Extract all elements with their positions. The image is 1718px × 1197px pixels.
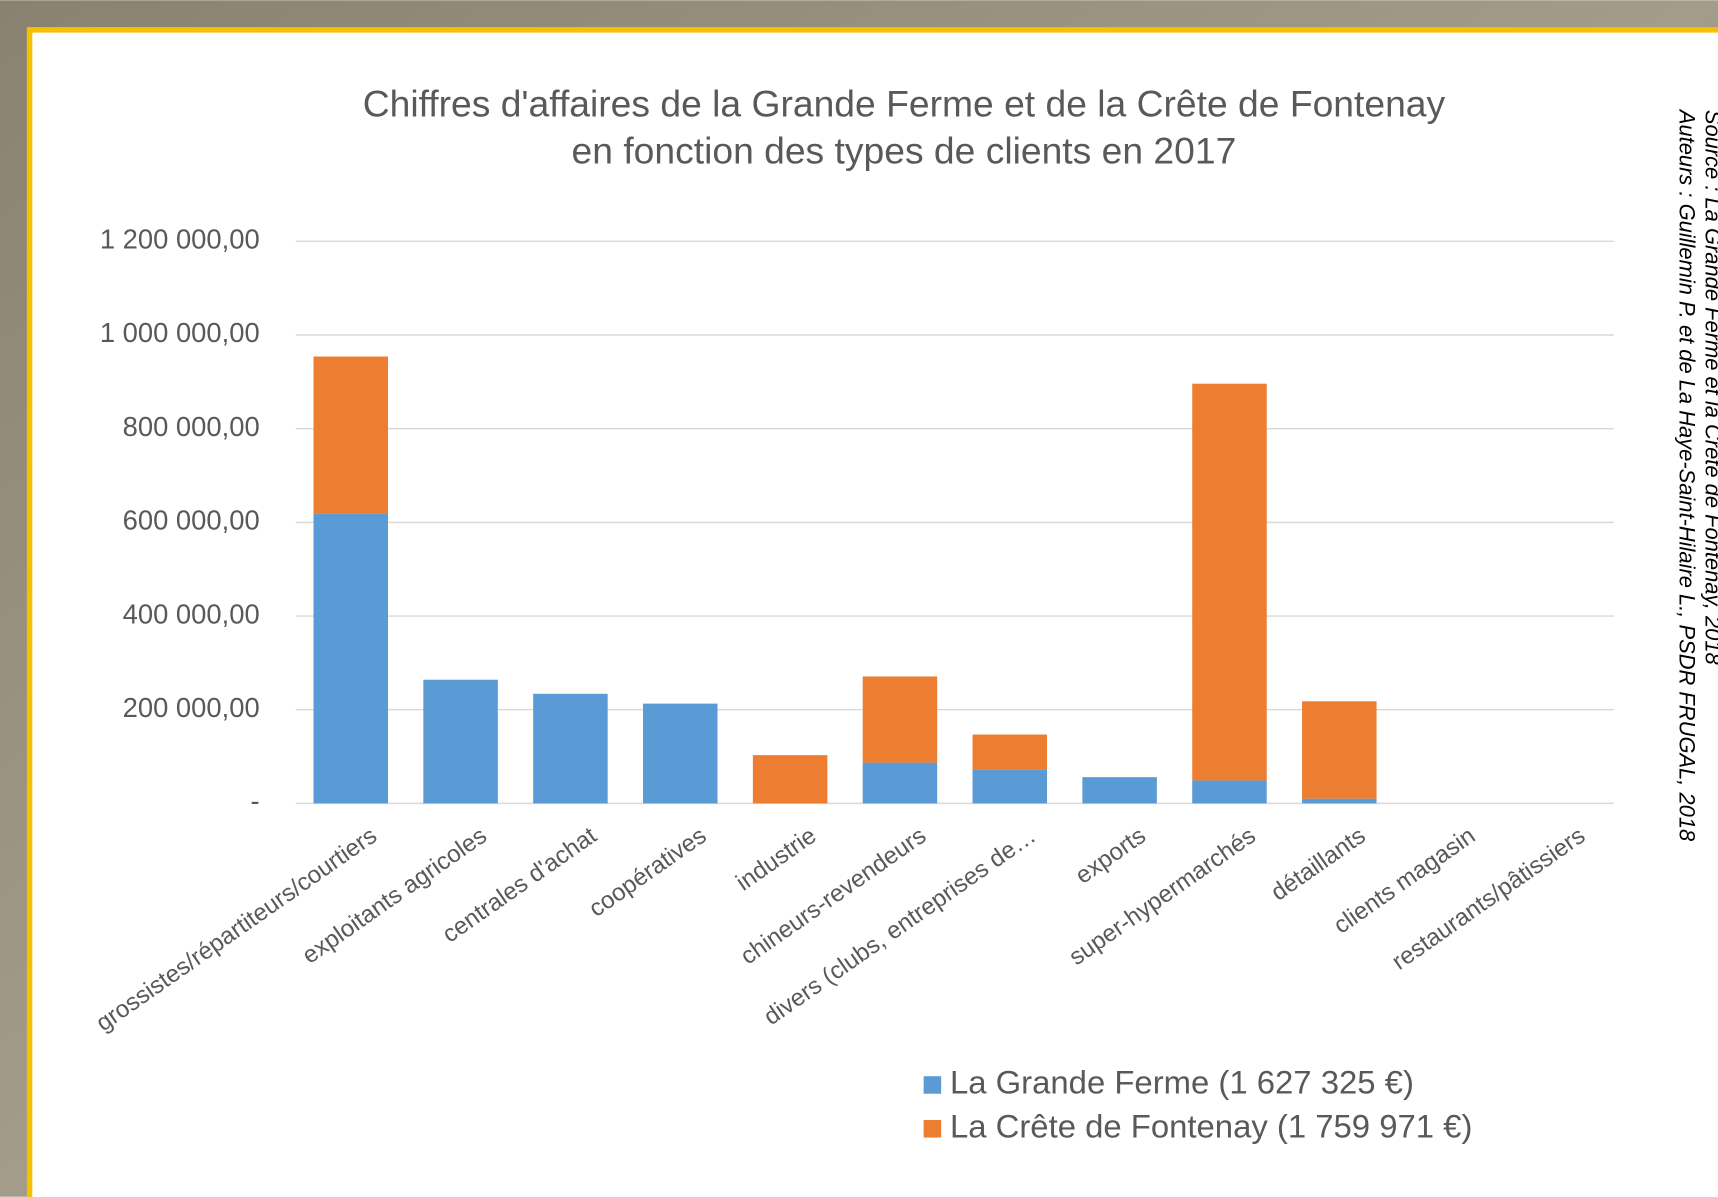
- legend-swatch: [923, 1120, 942, 1138]
- bar-segment: [423, 679, 498, 804]
- bar-segment: [862, 676, 938, 763]
- chart-panel: [26, 27, 1718, 1197]
- bar-segment: [1192, 780, 1267, 804]
- legend-label: La Grande Ferme (1 627 325 €): [950, 1064, 1414, 1101]
- bar-segment: [533, 693, 608, 804]
- y-tick-label: 800 000,00: [123, 411, 260, 442]
- y-tick-label: 1 000 000,00: [100, 317, 260, 348]
- y-tick-label: -: [251, 786, 260, 817]
- chart-subtitle: en fonction des types de clients en 2017: [572, 130, 1237, 172]
- bar-segment: [1082, 777, 1157, 804]
- bar-segment: [862, 762, 938, 804]
- bar-segment: [313, 356, 389, 514]
- bar-segment: [643, 703, 718, 804]
- bar-segment: [1302, 798, 1377, 804]
- bar-segment: [1302, 701, 1377, 799]
- y-tick-label: 1 200 000,00: [100, 224, 260, 255]
- bar-segment: [1192, 383, 1267, 781]
- authors-note: Auteurs : Guillemin P. et de La Haye-Sai…: [1674, 108, 1699, 842]
- legend-label: La Crête de Fontenay (1 759 971 €): [950, 1107, 1472, 1144]
- y-tick-label: 200 000,00: [123, 692, 260, 723]
- legend-swatch: [923, 1076, 942, 1094]
- source-note: Source : La Grande Ferme et la Crête de …: [1701, 110, 1718, 666]
- chart-title: Chiffres d'affaires de la Grande Ferme e…: [363, 82, 1446, 124]
- y-tick-label: 400 000,00: [123, 598, 260, 629]
- bar-segment: [313, 513, 389, 804]
- bar-segment: [972, 734, 1048, 770]
- bar-segment: [752, 755, 828, 804]
- bar-segment: [972, 769, 1048, 804]
- y-tick-label: 600 000,00: [123, 505, 260, 536]
